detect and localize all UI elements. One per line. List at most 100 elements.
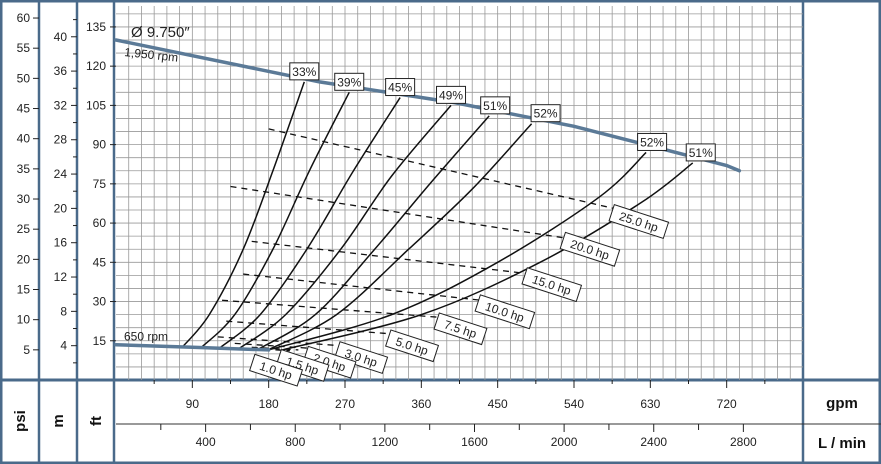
psi-tick-label: 15 xyxy=(17,283,31,297)
psi-tick-label: 40 xyxy=(17,132,31,146)
lmin-tick-label: 400 xyxy=(196,435,216,449)
ft-tick-label: 45 xyxy=(93,255,107,269)
power-line xyxy=(234,342,316,350)
efficiency-label-text: 51% xyxy=(483,99,507,113)
efficiency-curve xyxy=(181,81,305,348)
psi-tick-label: 5 xyxy=(23,343,30,357)
psi-tick-label: 20 xyxy=(17,252,31,266)
power-label-box xyxy=(559,231,621,267)
m-tick-label: 8 xyxy=(60,304,67,318)
chart-grid xyxy=(116,6,803,380)
efficiency-curve xyxy=(218,97,401,349)
efficiency-curve xyxy=(200,91,350,349)
efficiency-label-text: 45% xyxy=(388,81,412,95)
ft-tick-label: 15 xyxy=(93,334,107,348)
psi-unit-label: psi xyxy=(12,410,29,432)
efficiency-label-text: 51% xyxy=(689,146,713,160)
lmin-tick-label: 1200 xyxy=(372,435,399,449)
axis-labels: 1530456075901051201354812162024283236405… xyxy=(12,11,866,452)
power-label-box xyxy=(433,312,488,346)
psi-tick-label: 35 xyxy=(17,162,31,176)
efficiency-label-box xyxy=(480,96,511,115)
ft-tick-label: 90 xyxy=(93,138,107,152)
ft-tick-label: 60 xyxy=(93,216,107,230)
efficiency-curve xyxy=(268,123,533,351)
speed-lines xyxy=(114,38,742,352)
gpm-tick-label: 540 xyxy=(564,397,584,411)
efficiency-label-box xyxy=(289,62,320,81)
power-line xyxy=(243,273,481,301)
power-line xyxy=(221,299,439,318)
power-label-box xyxy=(608,204,670,240)
gpm-tick-label: 630 xyxy=(640,397,660,411)
m-tick-label: 36 xyxy=(54,64,68,78)
efficiency-label: 52% xyxy=(530,104,561,123)
m-tick-label: 20 xyxy=(54,201,68,215)
efficiency-label-box xyxy=(334,72,365,91)
psi-tick-label: 60 xyxy=(17,11,31,25)
psi-tick-label: 10 xyxy=(17,313,31,327)
ft-tick-label: 135 xyxy=(86,20,106,34)
speed-line xyxy=(114,342,271,352)
gpm-tick-label: 450 xyxy=(488,397,508,411)
efficiency-label-text: 52% xyxy=(640,135,664,149)
ft-tick-label: 105 xyxy=(86,98,106,112)
chart-title: Ø 9.750″ xyxy=(131,24,190,41)
lmin-tick-label: 800 xyxy=(285,435,305,449)
efficiency-label-text: 52% xyxy=(534,107,558,121)
lmin-tick-label: 2000 xyxy=(551,435,578,449)
m-tick-label: 12 xyxy=(54,270,68,284)
m-tick-label: 40 xyxy=(54,30,68,44)
gpm-tick-label: 90 xyxy=(186,397,200,411)
speed-label: 650 rpm xyxy=(124,330,168,344)
ft-tick-label: 30 xyxy=(93,295,107,309)
gpm-unit-label: gpm xyxy=(826,395,858,412)
efficiency-label-text: 49% xyxy=(439,88,463,102)
psi-tick-label: 55 xyxy=(17,41,31,55)
ft-tick-label: 75 xyxy=(93,177,107,191)
gpm-tick-label: 720 xyxy=(717,397,737,411)
m-tick-label: 28 xyxy=(54,133,68,147)
power-label: 1.0 hp xyxy=(248,353,304,387)
speed-line xyxy=(114,38,742,173)
gpm-tick-label: 180 xyxy=(259,397,279,411)
efficiency-label: 51% xyxy=(685,143,716,162)
efficiency-curves xyxy=(181,81,694,351)
power-label: 7.5 hp xyxy=(433,312,488,346)
efficiency-label-text: 39% xyxy=(337,75,361,89)
psi-tick-label: 30 xyxy=(17,192,31,206)
efficiency-label: 39% xyxy=(334,72,365,91)
lmin-tick-label: 2400 xyxy=(640,435,667,449)
power-label-box xyxy=(248,353,304,387)
efficiency-curve xyxy=(258,115,490,350)
power-label-box xyxy=(521,267,583,303)
efficiency-curve xyxy=(238,104,452,350)
ft-unit-label: ft xyxy=(88,416,105,426)
efficiency-label-box xyxy=(530,104,561,123)
psi-tick-label: 25 xyxy=(17,222,31,236)
lmin-unit-label: L / min xyxy=(818,435,866,452)
efficiency-label-box xyxy=(637,132,668,151)
m-tick-label: 16 xyxy=(54,236,68,250)
power-line xyxy=(268,128,621,211)
efficiency-label-box xyxy=(436,85,467,104)
efficiency-label: 45% xyxy=(385,78,416,97)
psi-tick-label: 50 xyxy=(17,71,31,85)
lmin-tick-label: 2800 xyxy=(730,435,757,449)
power-label-box xyxy=(334,341,389,374)
lmin-tick-label: 1600 xyxy=(461,435,488,449)
power-line xyxy=(230,185,570,240)
m-tick-label: 24 xyxy=(54,167,68,181)
power-label: 5.0 hp xyxy=(385,329,440,363)
efficiency-label: 52% xyxy=(637,132,668,151)
m-unit-label: m xyxy=(50,414,67,427)
ft-tick-label: 120 xyxy=(86,59,106,73)
efficiency-label-text: 33% xyxy=(292,65,316,79)
psi-tick-label: 45 xyxy=(17,102,31,116)
efficiency-label: 49% xyxy=(436,85,467,104)
